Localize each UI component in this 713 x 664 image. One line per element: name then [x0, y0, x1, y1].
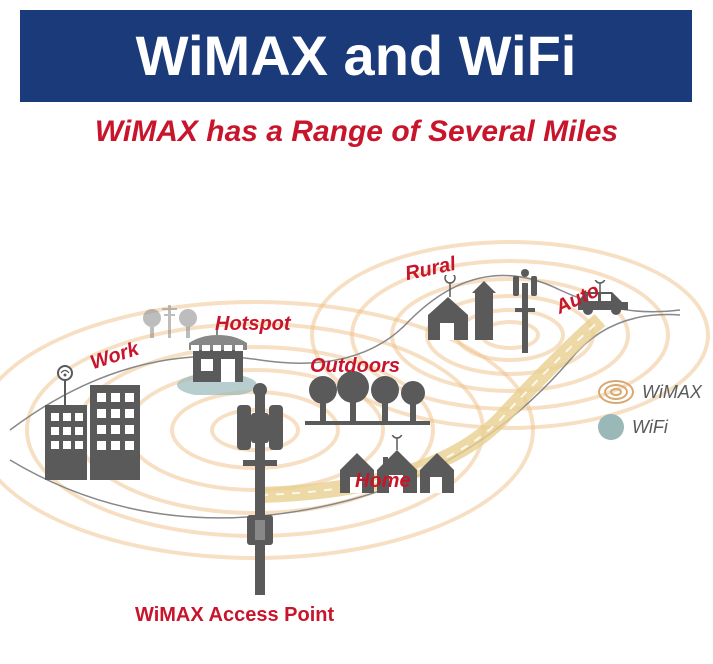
header-banner: WiMAX and WiFi: [20, 10, 692, 102]
work-buildings-icon: [35, 365, 155, 490]
legend-wimax-text: WiMAX: [642, 382, 702, 403]
access-point-label: WiMAX Access Point: [135, 604, 334, 627]
label-home: Home: [355, 470, 411, 493]
main-title: WiMAX and WiFi: [20, 10, 692, 102]
wimax-access-point-icon: [225, 375, 295, 610]
cell-tower-icon: [505, 268, 545, 363]
label-hotspot: Hotspot: [215, 313, 291, 336]
legend-wimax: WiMAX: [598, 380, 702, 404]
label-outdoors: Outdoors: [310, 355, 400, 378]
legend-wifi: WiFi: [598, 414, 702, 440]
legend: WiMAX WiFi: [598, 380, 702, 450]
subtitle: WiMAX has a Range of Several Miles: [0, 115, 713, 149]
rural-farm-icon: [420, 275, 510, 355]
wimax-rings-icon: [598, 380, 634, 404]
legend-wifi-text: WiFi: [632, 417, 668, 438]
wifi-dot-icon: [598, 414, 624, 440]
